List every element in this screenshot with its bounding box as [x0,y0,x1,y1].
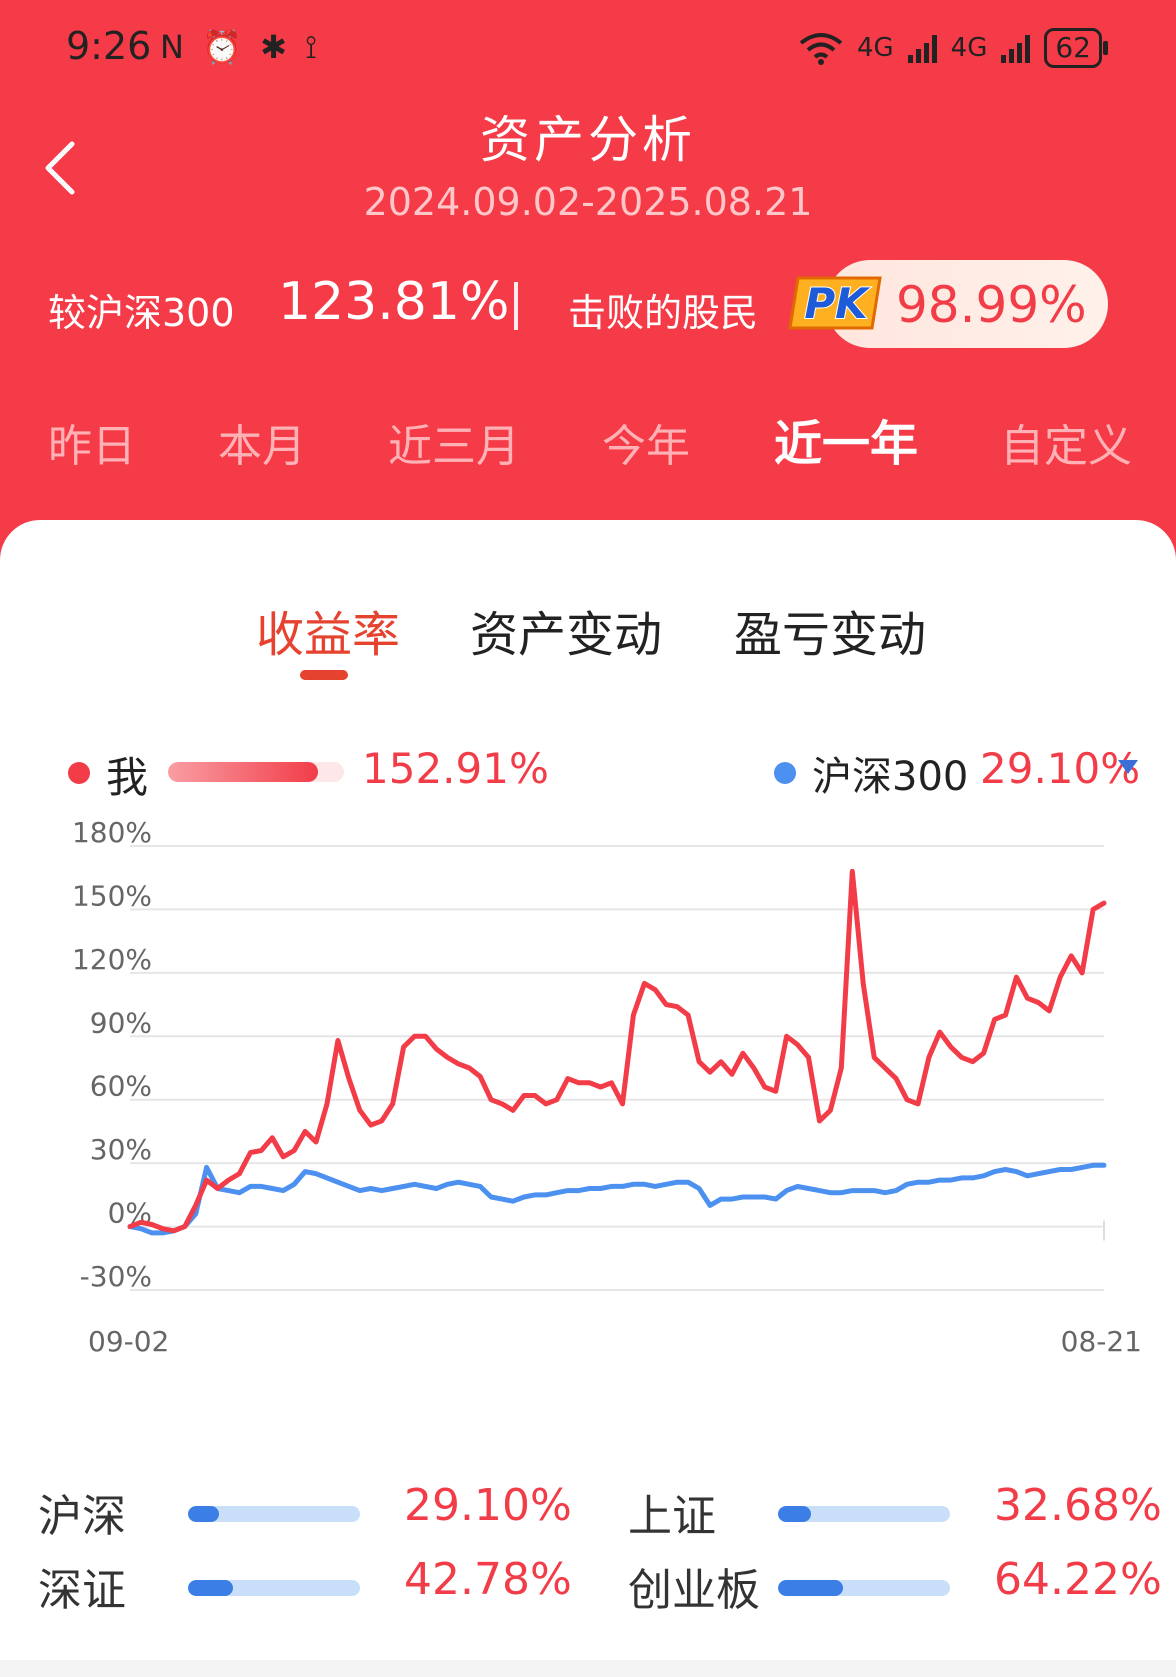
index-bar-shanghai [778,1506,950,1522]
y-tick-label: 180% [72,820,152,849]
index-name-chinext: 创业板 [628,1565,760,1616]
pk-badge-text: PK [804,279,871,328]
period-tabs: 昨日 本月 近三月 今年 近一年 自定义 [0,410,1176,480]
my-return-line [127,868,1107,1234]
my-series-dot [68,762,90,784]
y-tick-label: 90% [90,1006,152,1039]
benchmark-series-dot [774,762,796,784]
page-title: 资产分析 [480,111,696,169]
status-bar: 9:26 N ⏰ ✱ ⟟ 4G 4G 62 [0,0,1176,100]
my-series-bar [168,762,344,782]
index-value-chinext: 64.22% [994,1554,1162,1605]
signal-1-label: 4G [856,33,894,63]
signal-2-label: 4G [950,33,988,63]
signal-bars-1-icon [907,33,937,63]
metric-row: 较沪深300 123.81% 击败的股民 PK 98.99% [0,260,1176,350]
signal-bars-2-icon [1001,33,1031,63]
y-tick-label: 150% [72,879,152,912]
pk-badge-icon: PK [788,276,882,330]
divider [514,282,518,330]
tab-profit-loss-change[interactable]: 盈亏变动 [734,607,927,663]
dropdown-caret-icon[interactable] [1118,760,1138,774]
tab-asset-change[interactable]: 资产变动 [470,607,663,663]
status-notification-icons: N ⏰ ✱ ⟟ [160,28,322,66]
index-value-shanghai: 32.68% [994,1480,1162,1531]
index-bar-hushen [188,1506,360,1522]
index-bar-fill [778,1506,811,1522]
back-arrow-icon[interactable] [36,138,86,198]
my-series-label: 我 [106,753,149,802]
x-start-label: 09-02 [88,1325,169,1358]
index-value-shenzhen: 42.78% [404,1554,572,1605]
index-bar-shenzhen [188,1580,360,1596]
vs-benchmark-label: 较沪深300 [48,291,235,335]
return-rate-chart[interactable]: 180%150%120%90%60%30%0%-30%09-02 08-21 [0,820,1176,1580]
x-end-label: 08-21 [1061,1325,1142,1358]
tab-this-month[interactable]: 本月 [218,421,306,472]
index-bar-fill [188,1506,219,1522]
index-bar-fill [778,1580,844,1596]
tab-this-year[interactable]: 今年 [602,421,690,472]
tab-yesterday[interactable]: 昨日 [48,421,136,472]
my-series-value: 152.91% [362,744,549,793]
wifi-icon [799,33,843,65]
tab-return-rate[interactable]: 收益率 [256,607,401,663]
status-right-icons: 4G 4G 62 [799,26,1108,70]
y-tick-label: 120% [72,943,152,976]
analysis-card: 收益率 资产变动 盈亏变动 我 152.91% 沪深300 29.10% 180… [0,520,1176,1660]
index-bar-fill [188,1580,233,1596]
active-tab-indicator [300,670,348,680]
tab-last-year[interactable]: 近一年 [774,416,919,472]
benchmark-series-value: 29.10% [980,744,1141,793]
beat-investors-label: 击败的股民 [568,291,759,335]
y-tick-label: 60% [90,1070,152,1103]
index-name-shenzhen: 深证 [38,1565,126,1616]
index-compare-row-2: 深证 42.78% 创业板 64.22% [0,1554,1176,1624]
y-tick-label: 30% [90,1133,152,1166]
index-value-hushen: 29.10% [404,1480,572,1531]
index-name-shanghai: 上证 [628,1491,716,1542]
index-compare-row-1: 沪深 29.10% 上证 32.68% [0,1480,1176,1550]
tab-last-three-months[interactable]: 近三月 [388,421,520,472]
header-area: 9:26 N ⏰ ✱ ⟟ 4G 4G 62 资产分析 2024.09.02-20… [0,0,1176,560]
y-tick-label: -30% [80,1260,152,1293]
chart-legend: 我 152.91% 沪深300 29.10% [0,738,1176,808]
benchmark-return-line [127,1162,1107,1236]
index-name-hushen: 沪深 [38,1491,126,1542]
my-series-bar-fill [168,762,318,782]
date-range: 2024.09.02-2025.08.21 [363,180,813,224]
index-bar-chinext [778,1580,950,1596]
tab-custom[interactable]: 自定义 [1000,421,1132,472]
battery-icon: 62 [1044,28,1108,68]
beat-investors-value: 98.99% [896,276,1087,334]
status-time: 9:26 [66,24,152,68]
benchmark-selector[interactable]: 沪深300 [812,754,969,800]
vs-benchmark-value: 123.81% [278,272,510,332]
